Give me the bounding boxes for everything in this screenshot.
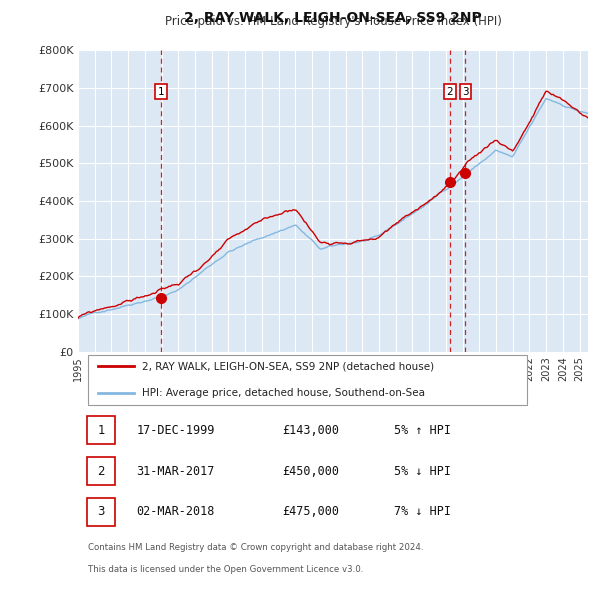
Text: Contains HM Land Registry data © Crown copyright and database right 2024.: Contains HM Land Registry data © Crown c… <box>88 543 424 552</box>
Text: This data is licensed under the Open Government Licence v3.0.: This data is licensed under the Open Gov… <box>88 565 364 574</box>
Title: Price paid vs. HM Land Registry's House Price Index (HPI): Price paid vs. HM Land Registry's House … <box>164 15 502 28</box>
Text: 1: 1 <box>97 424 105 437</box>
Text: £450,000: £450,000 <box>282 464 339 477</box>
Text: 17-DEC-1999: 17-DEC-1999 <box>137 424 215 437</box>
Text: 2, RAY WALK, LEIGH-ON-SEA, SS9 2NP (detached house): 2, RAY WALK, LEIGH-ON-SEA, SS9 2NP (deta… <box>142 361 434 371</box>
FancyBboxPatch shape <box>87 457 115 485</box>
Text: 3: 3 <box>97 505 104 518</box>
Text: 3: 3 <box>462 87 469 97</box>
FancyBboxPatch shape <box>87 417 115 444</box>
Text: 5% ↑ HPI: 5% ↑ HPI <box>394 424 451 437</box>
FancyBboxPatch shape <box>87 498 115 526</box>
Text: 2, RAY WALK, LEIGH-ON-SEA, SS9 2NP: 2, RAY WALK, LEIGH-ON-SEA, SS9 2NP <box>184 11 482 25</box>
FancyBboxPatch shape <box>88 355 527 405</box>
Text: £143,000: £143,000 <box>282 424 339 437</box>
Text: 1: 1 <box>158 87 164 97</box>
Text: 5% ↓ HPI: 5% ↓ HPI <box>394 464 451 477</box>
Text: 2: 2 <box>447 87 454 97</box>
Text: 31-MAR-2017: 31-MAR-2017 <box>137 464 215 477</box>
Text: £475,000: £475,000 <box>282 505 339 518</box>
Text: 02-MAR-2018: 02-MAR-2018 <box>137 505 215 518</box>
Text: 7% ↓ HPI: 7% ↓ HPI <box>394 505 451 518</box>
Text: HPI: Average price, detached house, Southend-on-Sea: HPI: Average price, detached house, Sout… <box>142 388 425 398</box>
Text: 2: 2 <box>97 464 105 477</box>
